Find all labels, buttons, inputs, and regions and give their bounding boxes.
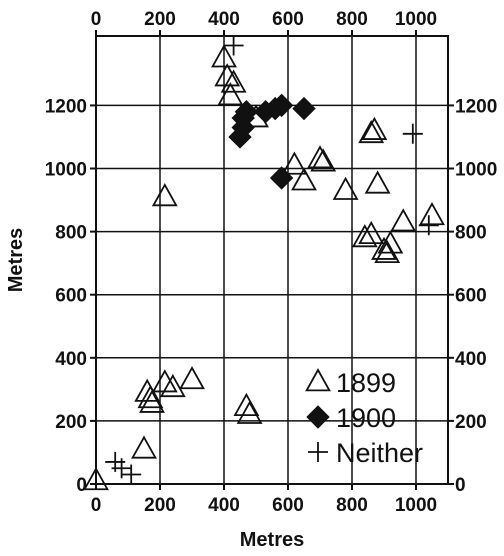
data-point [358, 220, 385, 245]
data-point [269, 93, 294, 118]
x-tick-label-top: 400 [208, 9, 240, 30]
y-tick-label-right: 200 [455, 412, 487, 433]
y-tick-label-left: 400 [55, 349, 87, 370]
y-tick-label-left: 800 [55, 223, 87, 244]
y-axis-title: Metres [5, 228, 27, 292]
data-point [131, 435, 157, 459]
data-point [281, 151, 308, 175]
data-point [223, 35, 244, 56]
y-tick-label-right: 600 [455, 286, 487, 307]
data-point [211, 44, 237, 68]
x-tick-label-top: 800 [336, 9, 368, 30]
data-point [419, 201, 445, 226]
data-point [179, 366, 205, 390]
data-point [364, 170, 391, 194]
plot-frame [95, 35, 449, 485]
y-tick-label-left: 0 [76, 475, 87, 496]
data-point [390, 208, 417, 232]
legend-label: 1900 [336, 403, 396, 433]
data-point [310, 148, 337, 172]
x-tick-label-top: 600 [272, 9, 304, 30]
y-tick-label-left: 600 [55, 286, 87, 307]
data-point [139, 389, 165, 413]
data-markers [83, 35, 445, 491]
data-point [214, 63, 241, 87]
data-point [151, 183, 178, 207]
legend-marker [305, 368, 331, 392]
data-point [361, 116, 388, 140]
x-tick-label-bottom: 400 [208, 495, 240, 516]
data-point [236, 400, 263, 424]
y-tick-label-right: 400 [455, 349, 487, 370]
data-point [332, 176, 359, 200]
x-tick-label-bottom: 600 [272, 495, 304, 516]
x-tick-label-bottom: 1000 [395, 495, 437, 516]
x-tick-label-top: 1000 [395, 9, 437, 30]
data-point [358, 119, 385, 144]
data-point [121, 464, 142, 485]
data-point [377, 230, 404, 254]
y-tick-label-left: 1000 [45, 160, 87, 181]
y-tick-label-left: 200 [55, 412, 87, 433]
series-neither [105, 35, 439, 485]
x-tick-label-bottom: 0 [91, 495, 102, 516]
data-point [137, 384, 164, 409]
data-point [307, 145, 333, 169]
data-point [159, 373, 186, 398]
data-point [291, 167, 317, 191]
legend-label: Neither [336, 438, 423, 468]
x-tick-label-top: 0 [91, 9, 102, 30]
legend: 1899 1900 Neither [305, 368, 423, 468]
data-point [269, 166, 294, 190]
y-tick-label-right: 1200 [455, 96, 497, 117]
data-point [371, 236, 397, 260]
data-point [418, 215, 439, 236]
y-tick-label-left: 1200 [45, 96, 87, 117]
data-point [292, 96, 316, 121]
data-point [351, 224, 378, 248]
y-tick-label-right: 800 [455, 223, 487, 244]
data-point [402, 123, 423, 144]
legend-marker [308, 442, 328, 462]
legend-label: 1899 [336, 368, 396, 398]
data-point [83, 467, 109, 491]
data-point [233, 392, 260, 417]
x-tick-label-bottom: 200 [144, 495, 176, 516]
x-axis-title: Metres [240, 529, 304, 551]
y-tick-label-right: 1000 [455, 160, 497, 181]
series-1900 [228, 93, 316, 190]
data-point [217, 82, 244, 106]
data-point [220, 69, 247, 93]
legend-marker [306, 405, 330, 429]
x-tick-label-bottom: 800 [336, 495, 368, 516]
x-tick-label-top: 200 [144, 9, 176, 30]
y-tick-label-right: 0 [455, 475, 466, 496]
data-point [231, 106, 255, 130]
